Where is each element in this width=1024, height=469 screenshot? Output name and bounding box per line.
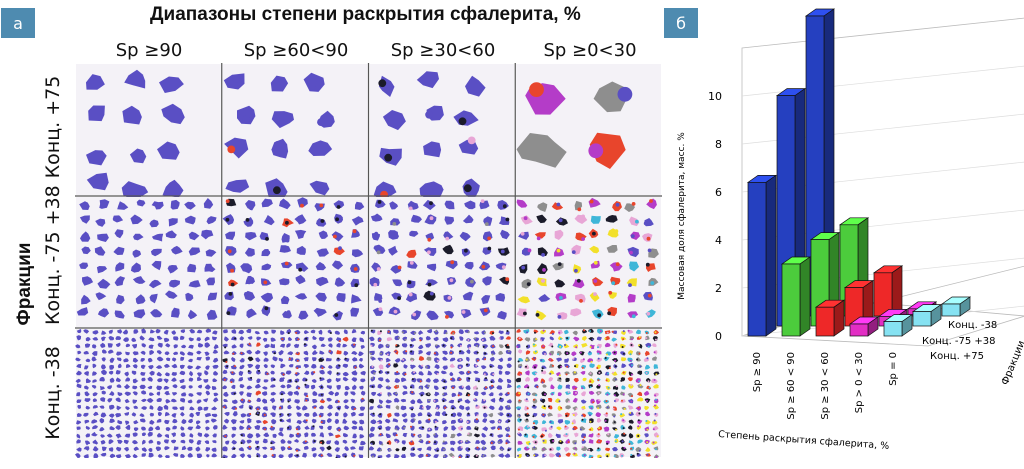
liberation-3d-bar-chart: 0 2 4 6 8 10 Массовая доля сфалерита, масс. % S… [677,8,1024,452]
column-header-sp30-60: Sp ≥30<60 [390,40,496,61]
depth-axis-label: Фракции [1000,339,1024,387]
micrograph-title: Диапазоны степени раскрытия сфалерита, % [150,4,581,25]
y-tick-label: 0 [715,330,722,343]
depth-series-label: Конц. -75 +38 [922,336,996,347]
row-label-75-38: Конц. -75 +38 [42,185,64,325]
micrograph-cell [76,197,221,327]
column-header-sp60-90: Sp ≥60<90 [243,40,349,61]
micrograph-cell [516,64,661,195]
bar [872,265,904,317]
y-tick-label: 4 [715,234,722,247]
panel-b-badge: б [664,8,698,38]
panel-a-badge: а [1,8,35,38]
micrograph-cell [222,64,368,199]
fractions-axis-title: Фракции [14,242,35,326]
micrograph-cell [222,197,368,327]
micrograph-cell [368,328,515,458]
micrograph-cell [76,64,221,200]
micrograph-cell [516,197,661,327]
x-category-label: Sp > 0 < 30 [854,352,865,413]
depth-series-label: Конц. -38 [948,320,997,331]
bar [911,303,943,327]
micrograph-cell [369,64,515,202]
bar [814,299,846,337]
micrograph-cell [514,328,661,458]
row-label-minus38: Конц. -38 [42,346,64,440]
x-axis-label: Степень раскрытия сфалерита, % [718,429,890,452]
bar [882,313,914,337]
y-tick-label: 6 [715,186,722,199]
x-category-label: Sp ≥ 90 [752,352,763,392]
column-header-sp90: Sp ≥90 [115,40,183,61]
x-category-label: Sp = 0 [888,352,899,386]
micrograph-cell [75,328,221,458]
y-tick-label: 2 [715,282,722,295]
micrograph-cell [369,197,515,327]
y-tick-label: 10 [708,90,722,103]
row-label-plus75: Конц. +75 [42,75,64,179]
y-axis-label: Массовая доля сфалерита, масс. % [677,132,687,300]
depth-series-label: Конц. +75 [930,351,984,362]
bar [940,296,972,317]
x-category-label: Sp ≥ 30 < 60 [820,352,831,420]
x-category-label: Sp ≥ 60 < 90 [786,352,797,420]
bar [843,279,875,327]
column-header-sp0-30: Sp ≥0<30 [543,40,637,61]
micrograph-grid [75,63,662,458]
bar [780,256,812,337]
y-tick-label: 8 [715,138,722,151]
bar [746,174,778,337]
bar [848,316,880,337]
micrograph-cell [221,328,368,458]
